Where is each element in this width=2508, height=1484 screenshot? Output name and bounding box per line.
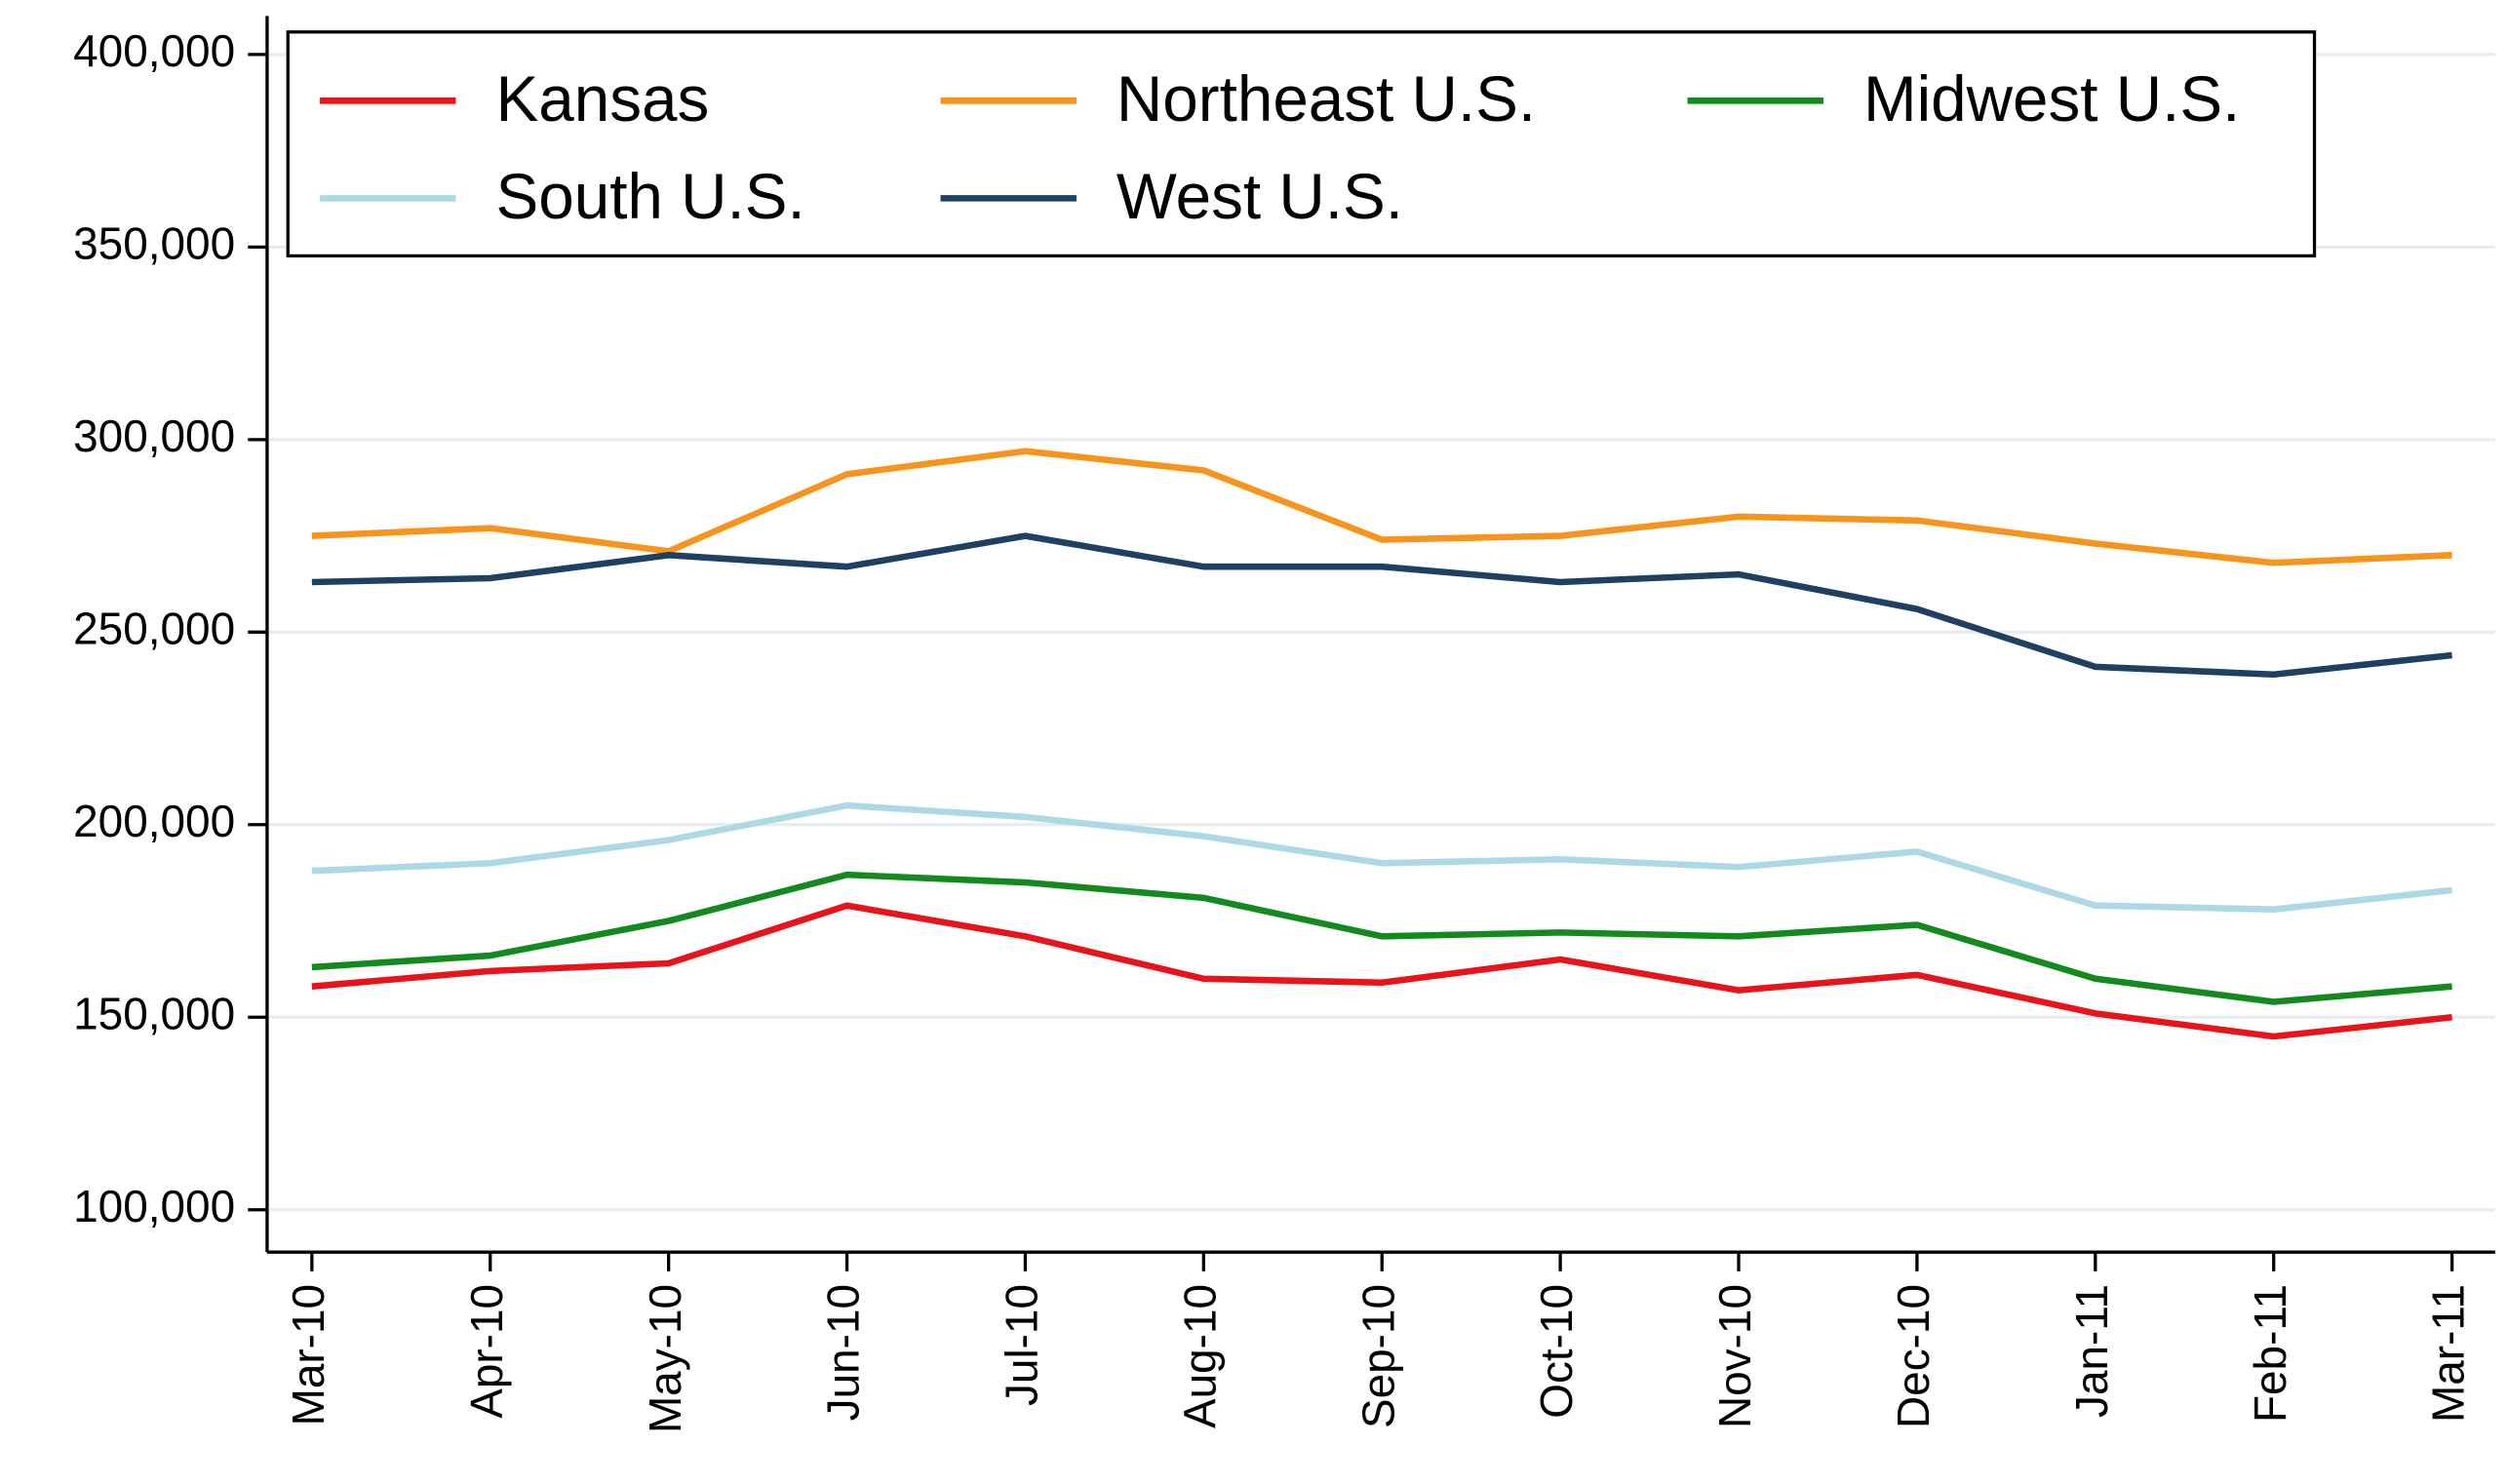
series-line: [311, 532, 2452, 679]
x-tick-label: Sep-10: [1352, 1284, 1403, 1428]
y-tick-label: 150,000: [73, 988, 235, 1038]
legend-label: Kansas: [495, 63, 709, 135]
x-tick-label: Jan-11: [2066, 1284, 2117, 1418]
x-tick-label: Apr-10: [461, 1284, 512, 1419]
x-tick-label: Dec-10: [1888, 1284, 1939, 1428]
y-tick-label: 200,000: [73, 796, 235, 846]
x-tick-label: Mar-10: [283, 1284, 333, 1425]
y-tick-label: 100,000: [73, 1181, 235, 1231]
x-tick-label: Aug-10: [1174, 1284, 1225, 1428]
series-line: [311, 801, 2452, 913]
series-line: [311, 448, 2452, 566]
x-tick-label: Feb-11: [2245, 1284, 2295, 1423]
legend-label: South U.S.: [495, 161, 804, 232]
legend-box: [286, 30, 2317, 258]
x-tick-label: Jul-10: [997, 1284, 1047, 1406]
legend-label: Northeast U.S.: [1117, 63, 1536, 135]
series-line: [311, 902, 2452, 1040]
y-tick-label: 350,000: [73, 217, 235, 268]
y-tick-label: 250,000: [73, 603, 235, 653]
legend-label: West U.S.: [1117, 161, 1403, 232]
legend-label: Midwest U.S.: [1863, 63, 2240, 135]
x-tick-label: May-10: [640, 1284, 690, 1433]
x-tick-label: Jun-10: [818, 1284, 869, 1421]
y-tick-label: 300,000: [73, 410, 235, 461]
x-tick-label: Mar-11: [2423, 1284, 2474, 1423]
y-tick-label: 400,000: [73, 25, 235, 76]
series-line: [311, 871, 2452, 1005]
x-tick-label: Nov-10: [1709, 1284, 1760, 1428]
x-tick-label: Oct-10: [1531, 1284, 1582, 1419]
